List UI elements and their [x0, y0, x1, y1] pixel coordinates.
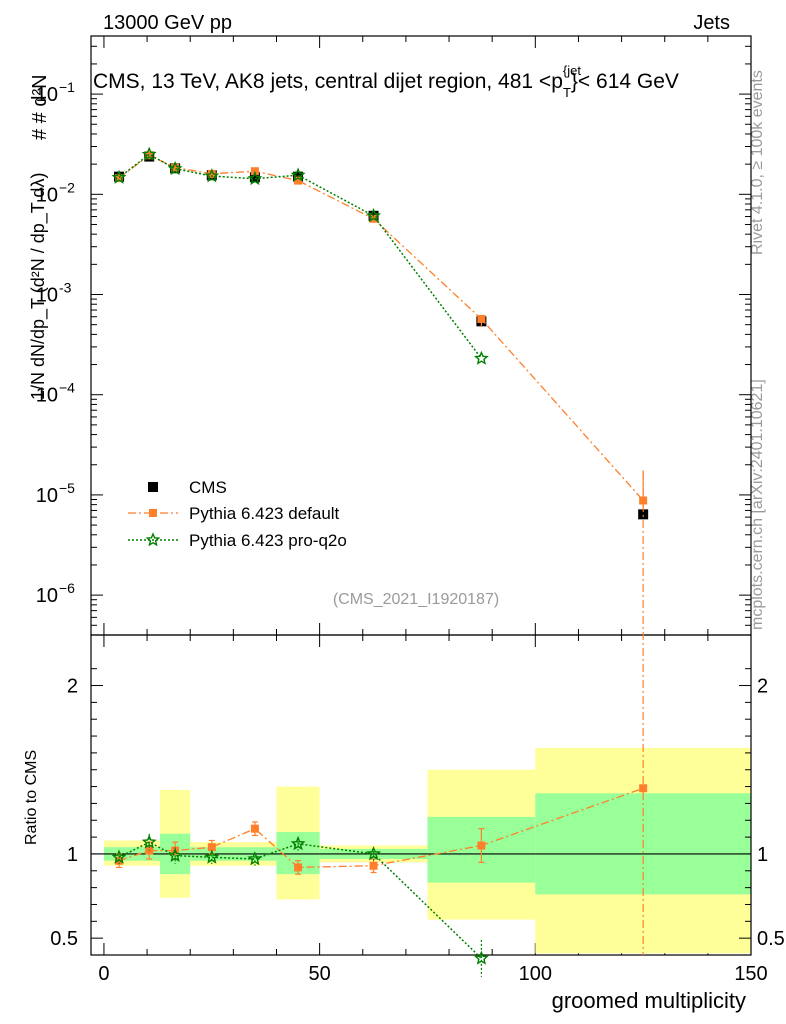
chart-title-sup: {jet — [563, 63, 581, 78]
series-q2o-point — [473, 350, 489, 365]
ratio-default-point — [207, 843, 216, 852]
y-tick-exponent: −2 — [59, 179, 75, 195]
y-axis-label-main: # # d²N 1/N dN/dp_T (d²N / dp_T dλ) — [28, 74, 51, 400]
series-default-point — [294, 176, 303, 185]
y-tick-exponent: -3 — [59, 280, 72, 296]
y-axis-label-ratio: Ratio to CMS — [23, 750, 40, 845]
ratio-frame — [90, 634, 752, 956]
x-tick-label: 100 — [519, 963, 552, 985]
y-tick-exponent: −5 — [59, 480, 75, 496]
legend-default-marker — [149, 509, 157, 517]
y-label-numerator: # # d²N — [29, 74, 51, 140]
series-q2o-point — [204, 168, 220, 183]
series-q2o-point — [167, 160, 183, 176]
main-panel: 10−110−210-310−410−510−6 — [36, 35, 752, 955]
header-left: 13000 GeV pp — [103, 12, 232, 34]
y-tick-exponent: −4 — [59, 380, 75, 396]
ratio-default-point — [639, 784, 648, 793]
ratio-q2o-point — [167, 847, 183, 862]
series-default-line — [118, 154, 644, 501]
ratio-q2o-point — [141, 834, 157, 849]
ratio-q2o-point — [247, 851, 263, 866]
legend-label: Pythia 6.423 default — [189, 504, 340, 523]
ratio-q2o-point — [111, 849, 127, 864]
series-default-point — [115, 174, 124, 183]
chart-title-pre: CMS, 13 TeV, AK8 jets, central dijet reg… — [93, 70, 563, 93]
header-right: Jets — [693, 12, 730, 34]
series-q2o-point — [290, 167, 306, 182]
y-tick-label: 10 — [36, 285, 58, 307]
y-tick-label: 10 — [36, 585, 58, 607]
ratio-q2o-point — [366, 846, 382, 861]
series-q2o-point — [247, 170, 263, 186]
legend-cms-marker — [148, 482, 158, 492]
ratio-y-tick-label: 0.5 — [50, 928, 78, 950]
series-q2o-point — [366, 207, 382, 223]
ratio-y-tick-label: 1 — [67, 844, 78, 866]
cms-point — [249, 172, 260, 183]
ratio-y-tick-label: 0.5 — [757, 928, 785, 950]
y-tick-exponent: −6 — [59, 580, 75, 596]
ratio-y-tick-label: 2 — [67, 676, 78, 698]
ratio-y-tick-label: 2 — [757, 676, 768, 698]
chart-title-post: }< 614 GeV — [571, 70, 679, 93]
y-tick-label: 10 — [36, 485, 58, 507]
ratio-default-line — [118, 787, 644, 869]
series-q2o-point — [141, 146, 157, 161]
y-label-text: 1/N dN/dp_T (d²N / dp_T dλ) — [28, 173, 49, 400]
y-tick-label: 10 — [36, 184, 58, 206]
legend-q2o-marker — [145, 532, 161, 547]
ratio-q2o-point — [290, 835, 306, 851]
series-q2o-point — [111, 169, 127, 184]
ratio-default-point — [369, 861, 378, 870]
x-tick-label: 150 — [734, 963, 767, 985]
ratio-panel: 0 50 100 150 0.5 0.5 1 1 2 2 — [50, 471, 785, 985]
y-tick-label: 10 — [36, 84, 58, 106]
x-axis-label: groomed multiplicity — [552, 988, 746, 1013]
series-default-point — [171, 163, 180, 172]
legend: CMS Pythia 6.423 default Pythia 6.423 pro-… — [128, 478, 347, 550]
ratio-q2o-point — [204, 849, 220, 864]
ratio-default-point — [477, 841, 486, 850]
legend-label: CMS — [189, 478, 227, 497]
cms-point — [638, 509, 649, 520]
chart-title: CMS, 13 TeV, AK8 jets, central dijet reg… — [93, 63, 679, 100]
ratio-y-tick-label: 1 — [757, 844, 768, 866]
y-tick-label: 10 — [36, 385, 58, 407]
chart-title-sub: T — [563, 85, 571, 100]
x-tick-label: 0 — [98, 963, 109, 985]
series-q2o-line — [118, 153, 482, 359]
series-default-point — [207, 169, 216, 178]
ratio-default-point — [294, 863, 303, 872]
svg-text:# # d²N: # # d²N — [29, 74, 51, 140]
side-label-mcplots: mcplots.cern.ch [arXiv:2401.10621] — [749, 379, 766, 630]
series-default-point — [477, 314, 486, 323]
analysis-id: (CMS_2021_I1920187) — [333, 591, 499, 608]
y-tick-exponent: −1 — [59, 79, 75, 95]
x-tick-label: 50 — [309, 963, 331, 985]
ratio-default-point — [250, 824, 259, 833]
legend-label: Pythia 6.423 pro-q2o — [189, 531, 347, 550]
ratio-q2o-line — [118, 841, 482, 959]
side-label-rivet: Rivet 4.1.0, ≥ 100k events — [749, 70, 766, 255]
ratio-q2o-point — [473, 950, 489, 965]
